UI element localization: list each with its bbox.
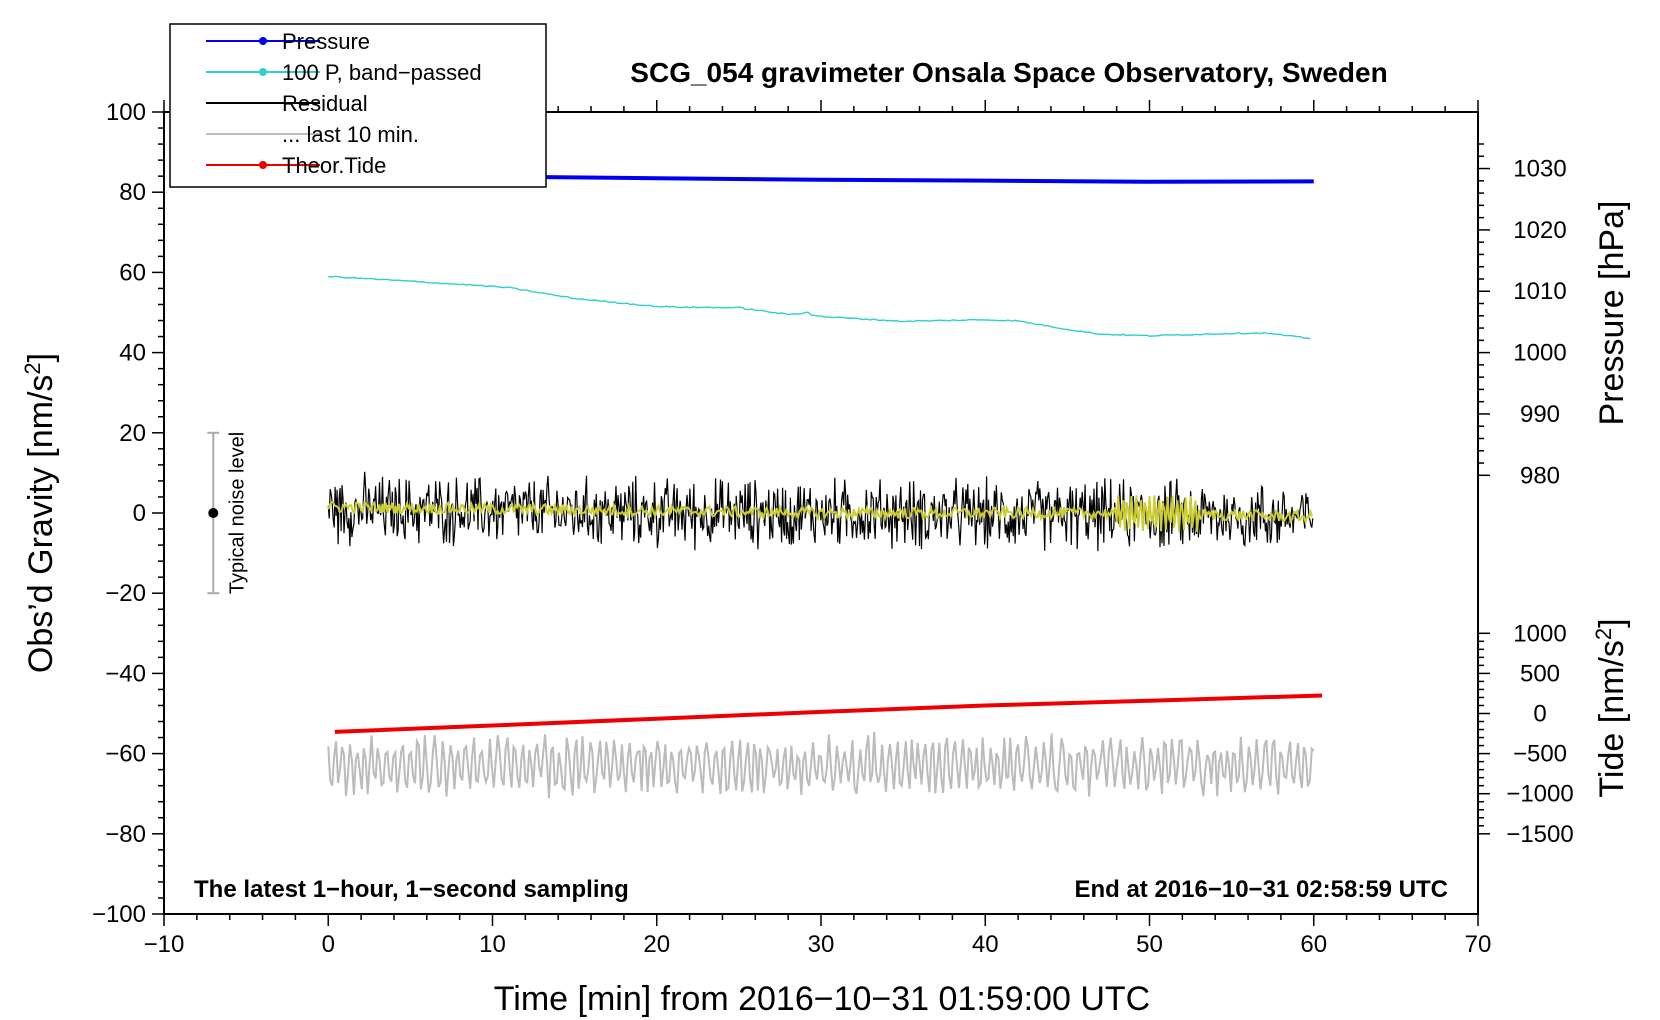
tide-tick-label: −500 [1513, 741, 1567, 768]
noise-bar-center [208, 508, 219, 518]
x-tick-label: 30 [808, 931, 835, 958]
legend-marker [259, 68, 267, 76]
y-axis-title-pressure: Pressure [hPa] [1593, 201, 1631, 426]
x-tick-label: −10 [144, 931, 185, 958]
x-tick-label: 40 [972, 931, 999, 958]
y-tick-label: 40 [119, 340, 146, 367]
legend-label: Pressure [282, 29, 370, 54]
legend: Pressure 100 P, band−passed Residual ... la… [169, 23, 547, 188]
legend-marker [259, 37, 267, 45]
y-tick-label: 100 [106, 99, 146, 126]
series-residual-smoothed [327, 495, 1314, 533]
tide-tick-label: −1500 [1506, 821, 1573, 848]
y-axis-title-gravity: Obs’d Gravity [nm/s2] [20, 353, 60, 673]
axes-layer: −10 0 10 20 30 40 50 60 70−100−80−60−40−20020406… [92, 99, 1574, 958]
legend-label: Residual [282, 91, 368, 116]
annotation-end-time: End at 2016−10−31 02:58:59 UTC [1074, 876, 1448, 903]
pressure-tick-label: 980 [1520, 462, 1560, 489]
annotation-sampling: The latest 1−hour, 1−second sampling [194, 876, 629, 903]
y-tick-label: −80 [105, 821, 146, 848]
y-tick-label: 20 [119, 420, 146, 447]
noise-bar: Typical noise level [207, 431, 248, 595]
pressure-tick-label: 1000 [1513, 340, 1566, 367]
legend-label: Theor.Tide [282, 153, 386, 178]
tide-tick-label: 0 [1533, 701, 1546, 728]
noise-bar-label: Typical noise level [226, 432, 248, 594]
series-pressure-bandpassed [328, 275, 1311, 340]
tide-tick-label: −1000 [1506, 781, 1573, 808]
y-tick-label: −20 [105, 580, 146, 607]
x-tick-label: 60 [1300, 931, 1327, 958]
y-tick-label: 60 [119, 259, 146, 286]
legend-box [169, 23, 547, 188]
series-last-10-min [327, 732, 1315, 799]
legend-marker [259, 161, 267, 169]
pressure-tick-label: 1030 [1513, 156, 1566, 183]
chart-title: SCG_054 gravimeter Onsala Space Observat… [630, 57, 1387, 88]
y-tick-label: −40 [105, 660, 146, 687]
series-theoretical-tide [334, 693, 1323, 734]
x-tick-label: 10 [479, 931, 506, 958]
legend-label: 100 P, band−passed [282, 60, 482, 85]
x-tick-label: 0 [322, 931, 335, 958]
x-tick-label: 70 [1465, 931, 1492, 958]
x-tick-label: 20 [643, 931, 670, 958]
x-axis-title: Time [min] from 2016−10−31 01:59:00 UTC [494, 980, 1150, 1018]
y-tick-label: 80 [119, 179, 146, 206]
legend-label: ... last 10 min. [282, 122, 419, 147]
y-tick-label: −100 [92, 901, 146, 928]
y-tick-label: 0 [133, 500, 146, 527]
pressure-tick-label: 990 [1520, 401, 1560, 428]
x-tick-label: 50 [1136, 931, 1163, 958]
tide-tick-label: 1000 [1513, 620, 1566, 647]
tide-tick-label: 500 [1520, 660, 1560, 687]
pressure-tick-label: 1010 [1513, 278, 1566, 305]
y-tick-label: −60 [105, 741, 146, 768]
y-axis-title-tide: Tide [nm/s2] [1591, 618, 1631, 797]
series-layer [327, 173, 1323, 799]
pressure-tick-label: 1020 [1513, 217, 1566, 244]
